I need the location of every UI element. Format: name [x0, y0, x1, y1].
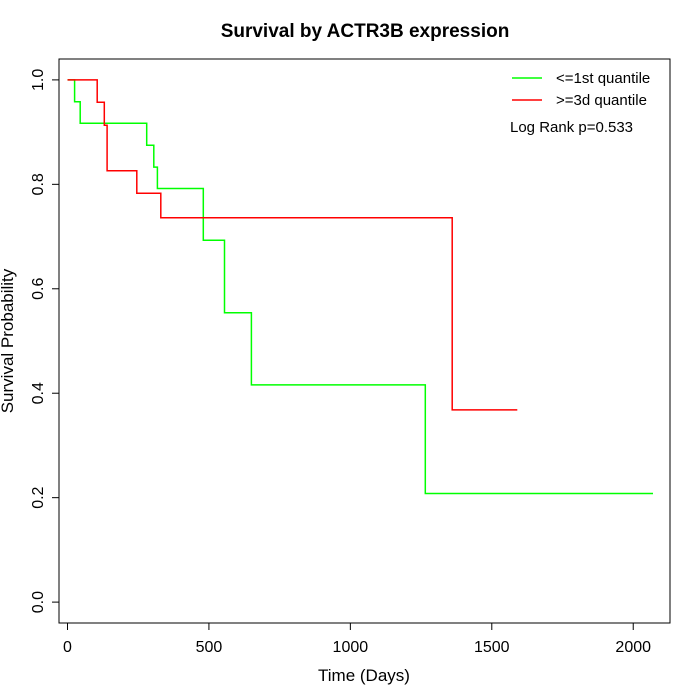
y-axis: 0.0 0.2 0.4 0.6 0.8 1.0	[30, 69, 60, 613]
y-tick-label: 0.6	[30, 278, 47, 300]
y-tick-label: 0.0	[30, 591, 47, 613]
chart-title: Survival by ACTR3B expression	[221, 21, 510, 42]
plot-frame	[58, 58, 671, 624]
series-line-1	[67, 79, 518, 411]
log-rank-annotation: Log Rank p=0.533	[510, 119, 633, 136]
series-layer	[67, 79, 653, 495]
series-line-0	[67, 79, 653, 495]
y-tick-label: 0.2	[30, 486, 47, 508]
y-tick-label: 1.0	[30, 69, 47, 91]
y-tick-label: 0.4	[30, 382, 47, 404]
legend-label-low: <=1st quantile	[556, 70, 650, 87]
x-tick-label: 0	[63, 639, 72, 656]
x-tick-label: 2000	[615, 639, 651, 656]
x-tick-label: 1500	[474, 639, 510, 656]
legend-label-high: >=3d quantile	[556, 92, 647, 109]
y-tick-label: 0.8	[30, 173, 47, 195]
x-axis-label: Time (Days)	[318, 666, 410, 685]
y-axis-label: Survival Probability	[0, 268, 17, 413]
x-axis: 0 500 1000 1500 2000	[63, 622, 651, 656]
x-tick-label: 1000	[333, 639, 369, 656]
legend: <=1st quantile >=3d quantile	[512, 70, 650, 109]
x-tick-label: 500	[196, 639, 223, 656]
